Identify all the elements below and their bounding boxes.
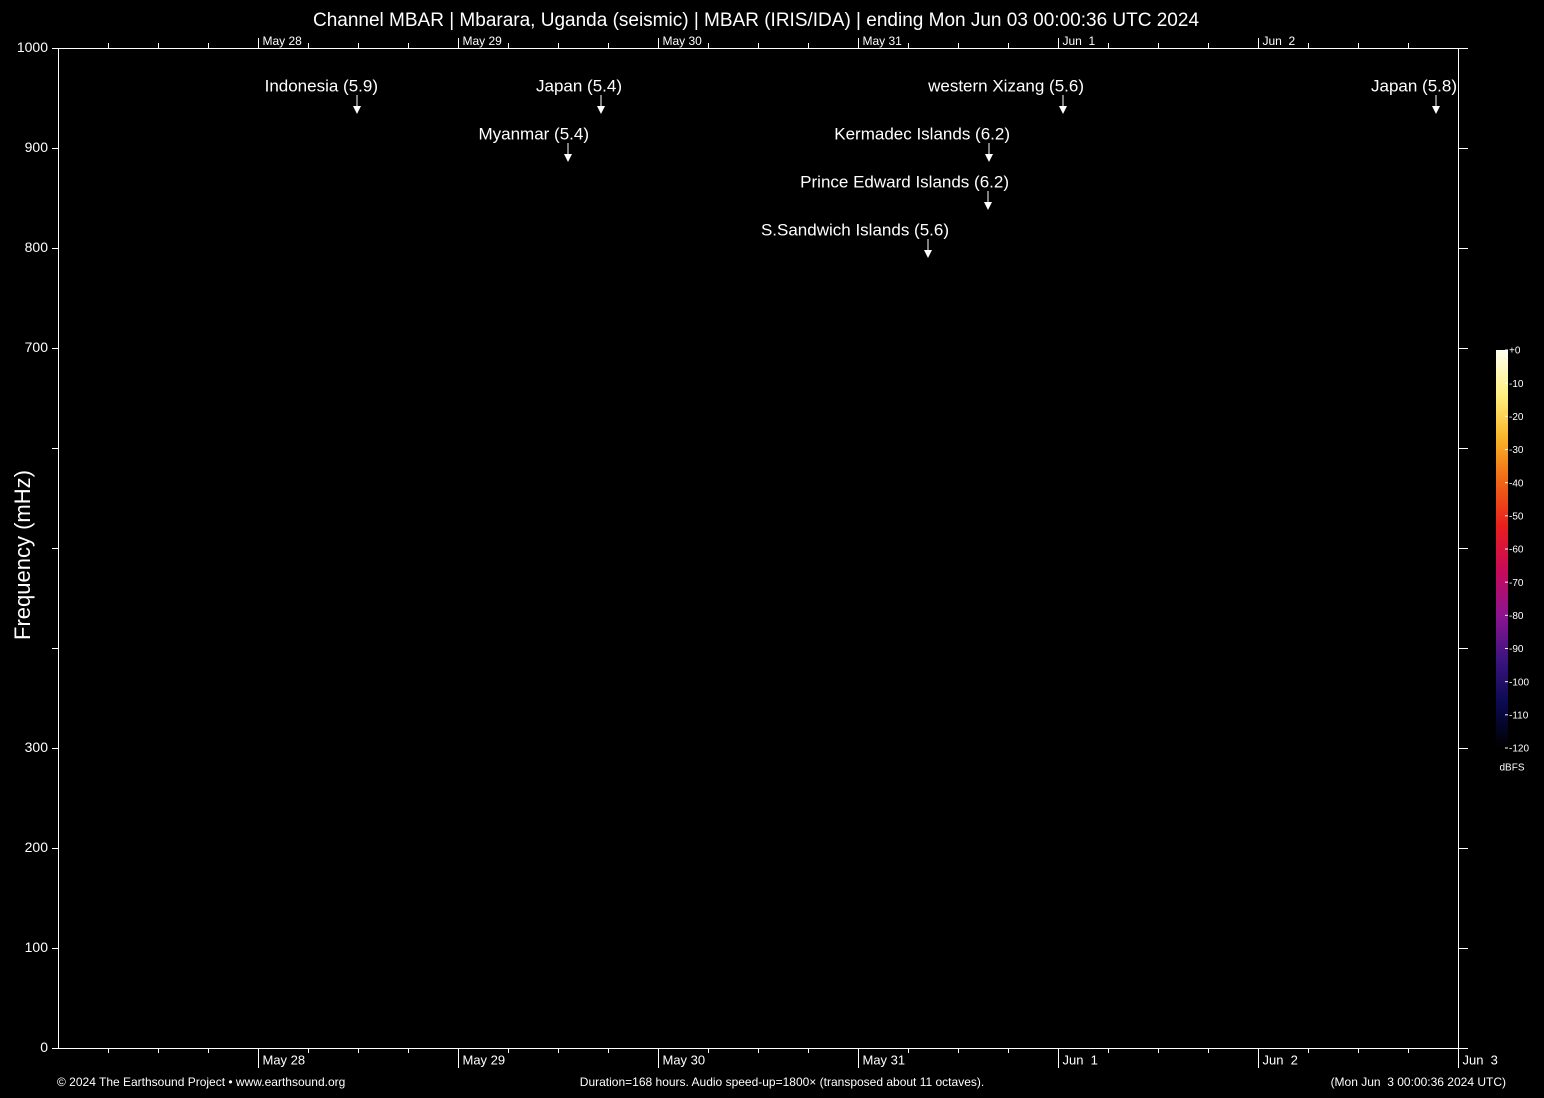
- event-arrow-head: [924, 250, 932, 258]
- event-label: Japan (5.4): [536, 76, 622, 95]
- x-tick-label: May 28: [263, 1052, 306, 1067]
- colorbar-tick-label: -20: [1509, 412, 1524, 423]
- x-tick-label-top: May 28: [263, 34, 303, 48]
- event-label: western Xizang (5.6): [927, 76, 1084, 95]
- event-arrow-head: [1432, 106, 1440, 114]
- colorbar-tick-label: -40: [1509, 478, 1524, 489]
- event-label: Kermadec Islands (6.2): [834, 124, 1010, 143]
- y-tick-label: 900: [25, 139, 49, 155]
- x-tick-label: Jun 2: [1263, 1052, 1298, 1067]
- colorbar-tick-label: -80: [1509, 611, 1524, 622]
- event-marker: [985, 143, 993, 162]
- x-tick-label: Jun 1: [1063, 1052, 1098, 1067]
- x-tick-label: May 31: [863, 1052, 906, 1067]
- event-label: Japan (5.8): [1371, 76, 1457, 95]
- event-arrow-head: [984, 202, 992, 210]
- footer-center: Duration=168 hours. Audio speed-up=1800×…: [580, 1075, 984, 1089]
- y-tick-label: 0: [40, 1039, 48, 1055]
- event-marker: [564, 143, 572, 162]
- colorbar-label: dBFS: [1499, 763, 1524, 774]
- event-marker: [924, 239, 932, 258]
- y-tick-label: 100: [25, 939, 49, 955]
- colorbar-tick-label: -10: [1509, 379, 1524, 390]
- colorbar-tick-label: -90: [1509, 644, 1524, 655]
- event-arrow-head: [564, 154, 572, 162]
- event-marker: [597, 95, 605, 114]
- y-tick-label: 300: [25, 739, 49, 755]
- x-tick-label-top: May 29: [463, 34, 503, 48]
- footer-left: © 2024 The Earthsound Project • www.eart…: [57, 1075, 345, 1089]
- y-axis-label: Frequency (mHz): [10, 470, 35, 640]
- x-tick-label: May 29: [463, 1052, 506, 1067]
- x-tick-label-top: May 30: [663, 34, 703, 48]
- chart-title: Channel MBAR | Mbarara, Uganda (seismic)…: [313, 10, 1199, 31]
- x-tick-label-top: Jun 1: [1063, 34, 1096, 48]
- event-marker: [1059, 95, 1067, 114]
- event-label: S.Sandwich Islands (5.6): [761, 220, 949, 239]
- y-tick-label: 700: [25, 339, 49, 355]
- event-arrow-head: [597, 106, 605, 114]
- event-label: Myanmar (5.4): [478, 124, 589, 143]
- event-label: Indonesia (5.9): [265, 76, 378, 95]
- event-marker: [353, 95, 361, 114]
- event-arrow-head: [353, 106, 361, 114]
- colorbar-tick-label: -120: [1509, 744, 1529, 755]
- event-arrow-head: [1059, 106, 1067, 114]
- colorbar-tick-label: +0: [1509, 346, 1521, 357]
- x-tick-label: May 30: [663, 1052, 706, 1067]
- y-tick-label: 200: [25, 839, 49, 855]
- event-marker: [1432, 95, 1440, 114]
- colorbar-tick-label: -110: [1509, 710, 1529, 721]
- x-tick-label-top: Jun 2: [1263, 34, 1296, 48]
- event-arrow-head: [985, 154, 993, 162]
- x-tick-label-top: May 31: [863, 34, 903, 48]
- y-tick-label: 800: [25, 239, 49, 255]
- event-label: Prince Edward Islands (6.2): [800, 172, 1009, 191]
- y-tick-label: 1000: [17, 39, 48, 55]
- colorbar-tick-label: -50: [1509, 511, 1524, 522]
- colorbar-tick-label: -30: [1509, 445, 1524, 456]
- colorbar-tick-label: -100: [1509, 677, 1529, 688]
- event-marker: [984, 191, 992, 210]
- footer-right: (Mon Jun 3 00:00:36 2024 UTC): [1331, 1075, 1506, 1089]
- colorbar-tick-label: -60: [1509, 545, 1524, 556]
- x-tick-label: Jun 3: [1463, 1052, 1498, 1067]
- colorbar-tick-label: -70: [1509, 578, 1524, 589]
